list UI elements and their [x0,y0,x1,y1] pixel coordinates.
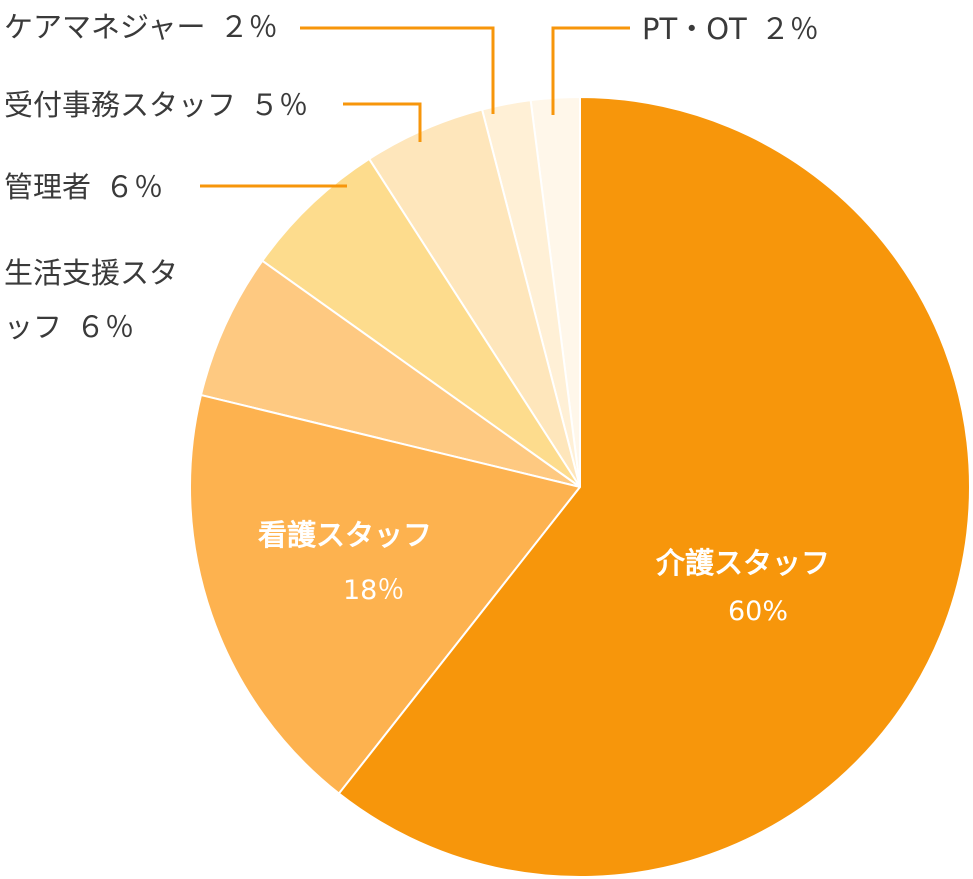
category-label: 管理者 [4,170,92,204]
category-label: ケアマネジャー [4,10,206,44]
label: ケアマネジャー ２％ [4,0,278,54]
label: 生活支援スタッフ ６％ [4,246,194,354]
leader-line [300,26,495,114]
value-label: 18％ [343,575,405,606]
label: PT・OT ２％ [642,2,819,56]
label: 受付事務スタッフ ５％ [4,78,308,132]
value-label: 60% [728,596,789,627]
leader-line [343,102,422,142]
leader-lines [200,26,630,188]
category-label: 看護スタッフ [258,518,433,552]
label: 介護スタッフ 60% [656,540,831,627]
pie-slice [189,393,582,795]
label: 管理者 ６％ [4,160,163,214]
value-label: ５％ [250,88,309,122]
category-label: PT・OT [642,12,747,46]
category-label: 受付事務スタッフ [4,88,237,122]
value-label: ２％ [219,10,278,44]
leader-line [551,26,630,115]
category-label: 生活支援スタッフ [4,256,179,344]
label: 看護スタッフ 18％ [258,512,433,606]
pie-slice [337,95,971,878]
pie-slice [199,259,581,488]
value-label: ６％ [76,310,135,344]
value-label: ２％ [760,12,819,46]
pie-slice [260,157,581,488]
category-label: 介護スタッフ [656,546,831,580]
value-label: ６％ [105,170,164,204]
